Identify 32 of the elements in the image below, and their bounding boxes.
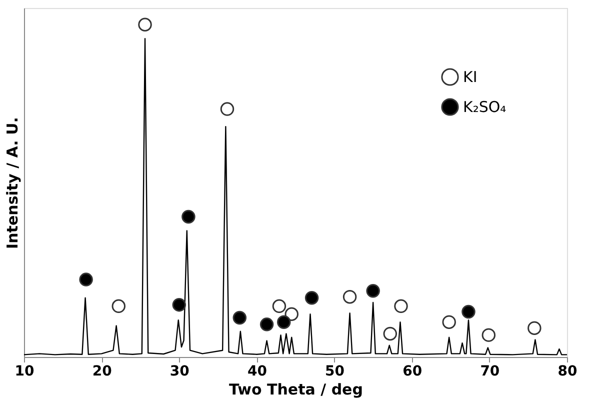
point	[528, 321, 542, 335]
point	[383, 326, 398, 341]
point	[366, 284, 380, 298]
x-tick-label: 30	[170, 364, 190, 380]
x-tick-label: 50	[325, 364, 345, 380]
point	[304, 290, 319, 305]
point	[172, 298, 186, 312]
x-axis-title: Two Theta / deg	[229, 380, 363, 398]
x-tick-label: 80	[558, 364, 578, 380]
point	[462, 304, 476, 319]
point	[220, 102, 234, 116]
point	[272, 299, 286, 314]
x-tick-label: 40	[247, 364, 268, 380]
y-axis-title: Intensity / A. U.	[4, 117, 22, 249]
x-tick-label: 10	[14, 364, 34, 380]
x-tick-label: 70	[480, 364, 500, 380]
x-tick-label: 60	[402, 364, 422, 380]
point	[482, 328, 496, 342]
point	[260, 318, 274, 332]
x-tick-label: 20	[92, 364, 112, 380]
point	[79, 272, 93, 286]
point	[232, 310, 247, 325]
point	[276, 315, 291, 329]
point	[442, 315, 456, 329]
legend-label: KI	[463, 68, 478, 86]
point	[138, 18, 152, 32]
point	[112, 299, 126, 314]
point	[284, 307, 298, 321]
point	[182, 210, 196, 224]
point	[342, 290, 357, 304]
legend-label: K₂SO₄	[463, 98, 506, 116]
point	[394, 299, 408, 314]
